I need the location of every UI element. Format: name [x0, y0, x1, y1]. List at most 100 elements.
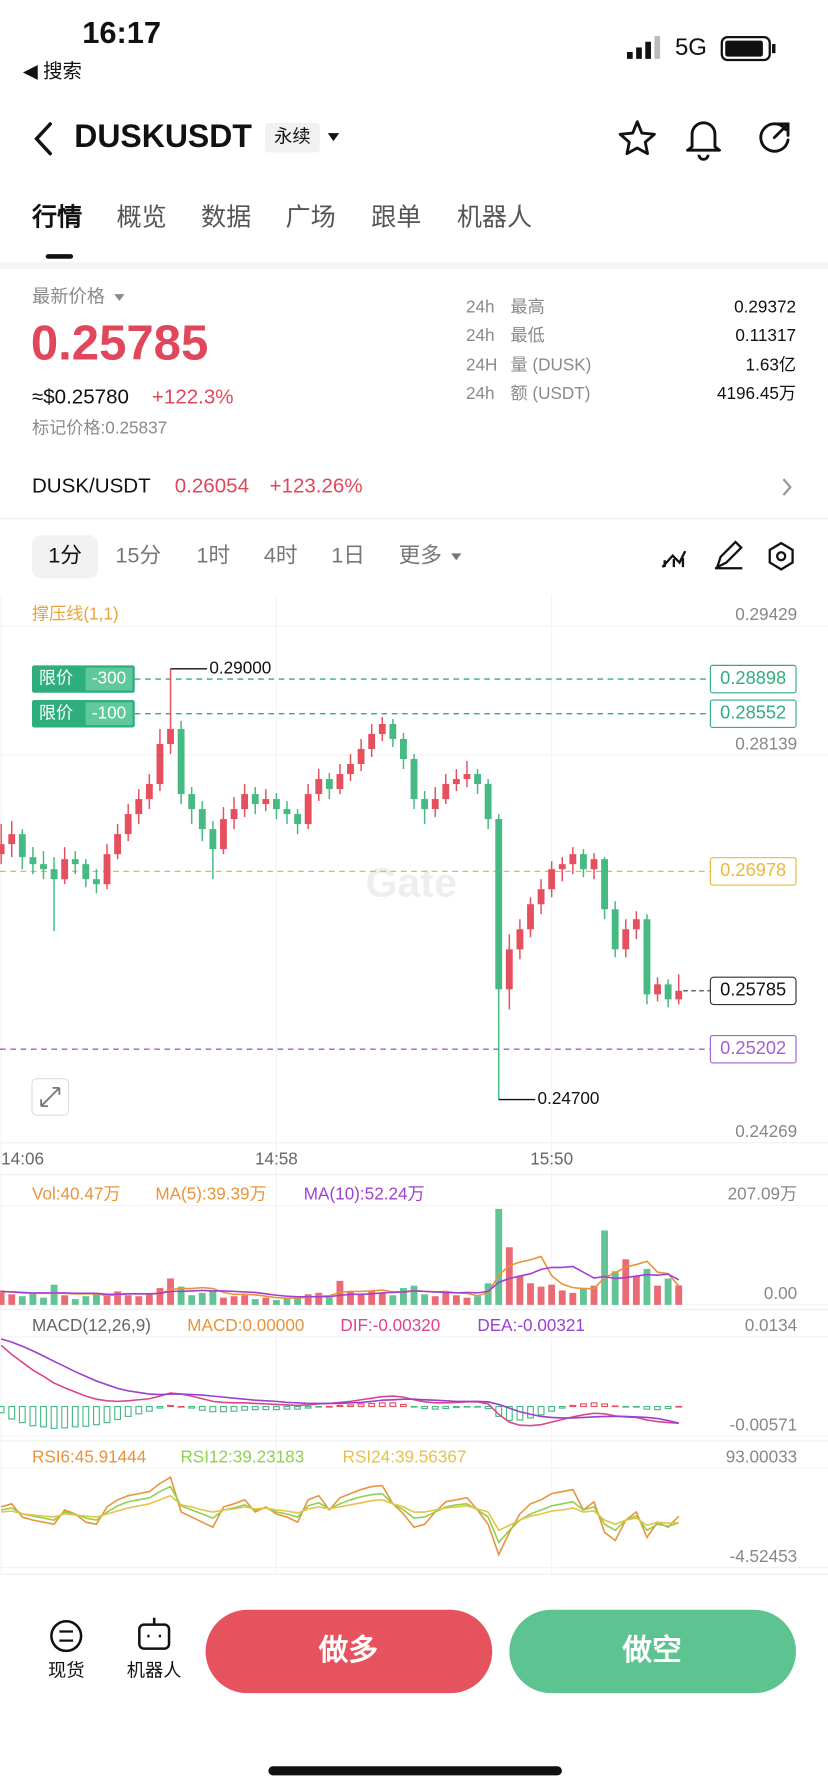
- macd-hist: [569, 1404, 577, 1408]
- level-label: 0.28552: [720, 702, 786, 723]
- interval[interactable]: 1日: [331, 543, 365, 568]
- candle-body: [410, 759, 418, 800]
- stat-period: 24h: [466, 325, 495, 345]
- volume-bar: [241, 1295, 249, 1305]
- volume-bar: [103, 1294, 111, 1305]
- draw-button[interactable]: [714, 540, 743, 570]
- candle-body: [632, 919, 640, 930]
- macd-hist: [431, 1405, 439, 1410]
- interval-active-bg: [31, 535, 99, 579]
- stat-label: 量 (DUSK): [511, 355, 592, 375]
- tab[interactable]: 广场: [286, 203, 336, 231]
- candle-body: [145, 784, 153, 800]
- macd-hist: [325, 1405, 333, 1408]
- macd-hist: [251, 1405, 259, 1411]
- candle-body: [675, 990, 683, 1000]
- more-dropdown[interactable]: [451, 553, 462, 561]
- candle-body: [325, 779, 333, 790]
- level-label: 0.25202: [720, 1037, 786, 1058]
- y-tick-label: 0.00: [764, 1283, 797, 1303]
- share-button[interactable]: [759, 122, 790, 153]
- level-box: [709, 664, 797, 694]
- macd-hist: [188, 1405, 196, 1409]
- favorite-button[interactable]: [618, 120, 656, 156]
- symbol[interactable]: DUSKUSDT: [74, 118, 252, 154]
- volume-ma10: [1, 1265, 680, 1298]
- volume-bar: [654, 1285, 661, 1305]
- macd-hist: [336, 1404, 344, 1408]
- stats: 24h 最高 0.29372 24h 最低 0.11317 24H 量 (DUSK) 1.6…: [466, 296, 796, 403]
- price-dropdown[interactable]: [114, 294, 125, 301]
- candle-body: [622, 929, 630, 950]
- macd-hist: [304, 1405, 312, 1409]
- candle-body: [463, 774, 471, 780]
- volume-bar: [230, 1296, 238, 1305]
- bot-button[interactable]: 机器人: [127, 1659, 182, 1680]
- last-price: 0.25785: [31, 317, 208, 371]
- tab[interactable]: 跟单: [371, 203, 421, 231]
- long-button[interactable]: [205, 1609, 493, 1694]
- macd-hist: [29, 1405, 37, 1427]
- macd-hist: [643, 1405, 651, 1410]
- back-to-search[interactable]: ◀ 搜索: [23, 61, 82, 83]
- macd-hist: [145, 1405, 153, 1412]
- indicator-legend: RSI12:39.23183: [180, 1446, 304, 1466]
- tab[interactable]: 机器人: [457, 203, 532, 231]
- spot-chevron[interactable]: [782, 478, 792, 496]
- volume-bar: [325, 1297, 333, 1305]
- y-tick-label: 207.09万: [728, 1184, 798, 1204]
- volume-bar: [632, 1276, 640, 1305]
- short-button[interactable]: [509, 1609, 797, 1694]
- candle-body: [357, 748, 365, 765]
- indicator-button[interactable]: [661, 550, 687, 568]
- symbol-dropdown[interactable]: [327, 133, 340, 142]
- stat-value: 1.63亿: [746, 355, 796, 375]
- macd-hist: [114, 1405, 122, 1421]
- macd-hist: [167, 1404, 174, 1408]
- volume-bar: [272, 1300, 280, 1305]
- interval-active[interactable]: 1分: [48, 543, 82, 568]
- macd-hist: [558, 1405, 566, 1409]
- mark-price: 标记价格:0.25837: [32, 417, 167, 437]
- candle-body: [664, 984, 672, 1000]
- tab-active[interactable]: 行情: [31, 203, 82, 231]
- interval[interactable]: 4时: [264, 543, 298, 568]
- candle-body: [209, 829, 217, 850]
- candle-body: [304, 794, 312, 825]
- volume-bar: [516, 1276, 524, 1305]
- macd-hist: [675, 1405, 683, 1408]
- contract-badge: 永续: [274, 125, 311, 146]
- candle-body: [336, 774, 344, 790]
- candle-body: [347, 764, 354, 775]
- volume-bar: [622, 1259, 630, 1305]
- spot-pair[interactable]: DUSK/USDT: [32, 475, 151, 498]
- volume-bar: [611, 1271, 619, 1305]
- back-button[interactable]: [34, 122, 52, 156]
- candle-body: [230, 809, 238, 820]
- interval-more[interactable]: 更多: [399, 543, 442, 568]
- macd-hist: [463, 1405, 471, 1408]
- spot-button[interactable]: 现货: [48, 1659, 85, 1680]
- tab[interactable]: 概览: [116, 203, 166, 231]
- macd-hist: [61, 1405, 69, 1429]
- candle-body: [177, 728, 185, 795]
- candle-body: [135, 799, 143, 815]
- volume-bar: [643, 1268, 651, 1305]
- stat-period: 24h: [466, 296, 495, 316]
- y-tick-label: -4.52453: [730, 1546, 798, 1566]
- interval[interactable]: 1时: [196, 543, 230, 568]
- macd-dea: [0, 1338, 679, 1424]
- candle-body: [643, 919, 651, 995]
- home-indicator: [268, 1766, 562, 1776]
- settings-button[interactable]: [768, 541, 794, 571]
- candle-body: [29, 857, 37, 865]
- macd-hist: [452, 1405, 460, 1409]
- tab[interactable]: 数据: [201, 203, 251, 231]
- stat-label: 最低: [511, 325, 545, 345]
- alert-button[interactable]: [686, 121, 721, 161]
- kline-chart[interactable]: Gate 撑压线(1,1) 0.29429 0.28139 0.24269 207.09万…: [0, 594, 828, 1575]
- candle-body: [537, 889, 545, 905]
- interval[interactable]: 15分: [115, 543, 161, 568]
- volume-bar: [368, 1290, 376, 1305]
